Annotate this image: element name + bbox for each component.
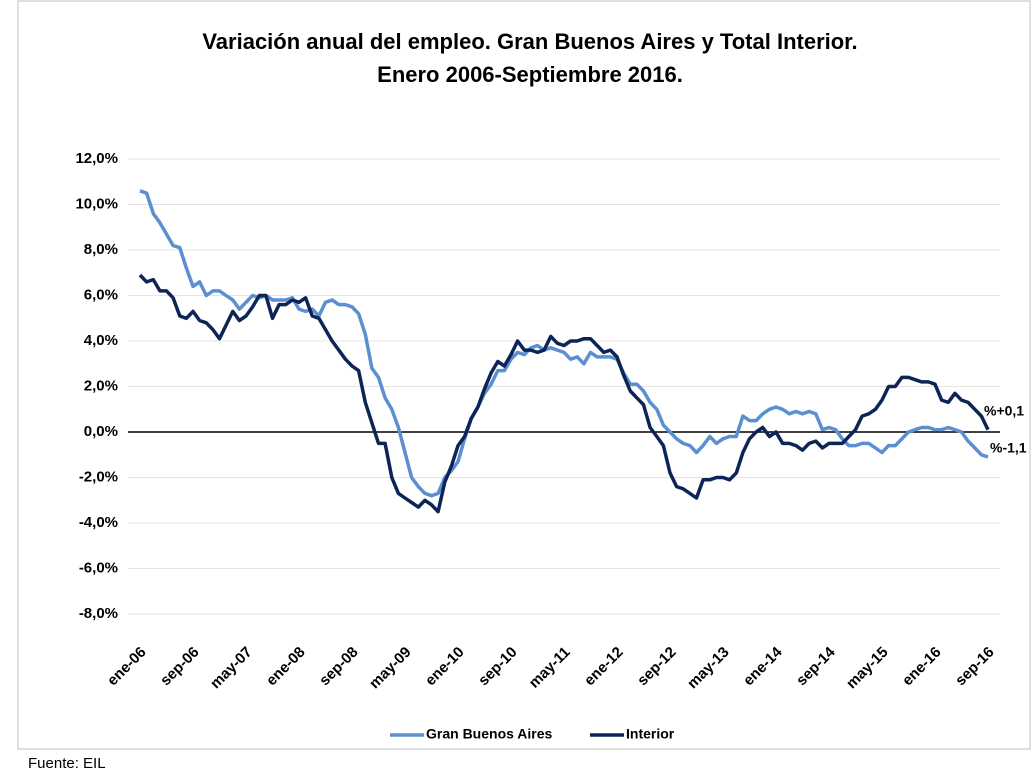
- y-tick-label: 0,0%: [84, 423, 118, 440]
- series-line: [139, 189, 989, 498]
- legend-label: Gran Buenos Aires: [426, 726, 553, 742]
- source: Fuente: EIL: [28, 755, 106, 772]
- chart-title: Variación anual del empleo. Gran Buenos …: [202, 29, 857, 54]
- chart-frame: [17, 0, 1031, 750]
- legend-label: Interior: [626, 726, 675, 742]
- annotation: %-1,1: [990, 440, 1027, 456]
- y-tick-label: 12,0%: [75, 150, 118, 167]
- y-tick-label: 6,0%: [84, 286, 118, 303]
- y-tick-label: 2,0%: [84, 377, 118, 394]
- y-tick-label: -6,0%: [79, 559, 118, 576]
- chart-title: Enero 2006-Septiembre 2016.: [377, 62, 683, 87]
- y-tick-label: -2,0%: [79, 468, 118, 485]
- y-tick-label: -8,0%: [79, 605, 118, 622]
- y-tick-label: 4,0%: [84, 332, 118, 349]
- y-tick-label: -4,0%: [79, 514, 118, 531]
- y-tick-label: 8,0%: [84, 241, 118, 258]
- series-line: [138, 273, 990, 514]
- annotation: %+0,1: [984, 402, 1024, 418]
- y-tick-label: 10,0%: [75, 195, 118, 212]
